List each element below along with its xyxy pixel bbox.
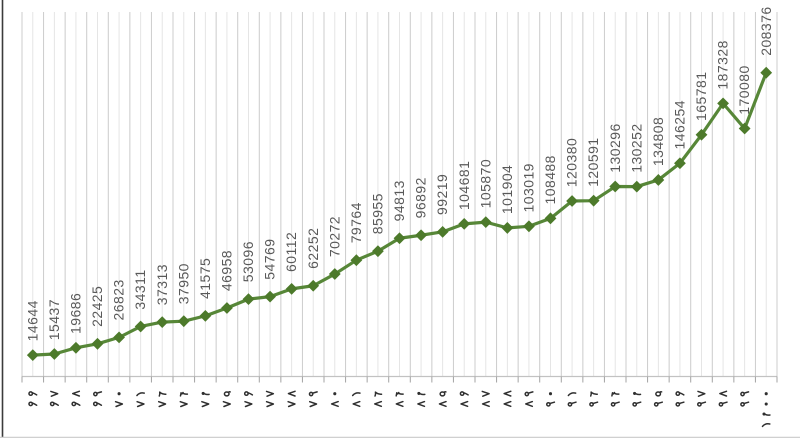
svg-text:99219: 99219	[434, 174, 450, 215]
svg-text:22425: 22425	[89, 286, 105, 327]
svg-text:130296: 130296	[607, 123, 623, 172]
svg-text:19686: 19686	[68, 293, 84, 334]
svg-text:120591: 120591	[585, 137, 601, 186]
svg-text:104681: 104681	[456, 161, 472, 210]
svg-text:120380: 120380	[564, 138, 580, 187]
svg-text:85955: 85955	[370, 193, 386, 234]
svg-text:187328: 187328	[715, 40, 731, 89]
svg-text:37950: 37950	[175, 263, 191, 304]
svg-text:101904: 101904	[499, 165, 515, 214]
svg-text:62252: 62252	[305, 228, 321, 269]
svg-text:130252: 130252	[628, 123, 644, 172]
svg-text:146254: 146254	[672, 100, 688, 149]
svg-text:26823: 26823	[111, 279, 127, 320]
svg-text:46958: 46958	[219, 250, 235, 291]
svg-text:105870: 105870	[477, 159, 493, 208]
svg-text:94813: 94813	[391, 180, 407, 221]
svg-text:165781: 165781	[693, 72, 709, 121]
svg-text:15437: 15437	[46, 299, 62, 340]
svg-text:134808: 134808	[650, 117, 666, 166]
svg-text:60112: 60112	[283, 232, 299, 272]
svg-text:14644: 14644	[24, 300, 40, 341]
svg-text:53096: 53096	[240, 241, 256, 282]
svg-text:37313: 37313	[154, 264, 170, 305]
svg-text:170080: 170080	[736, 65, 752, 114]
svg-text:108488: 108488	[542, 155, 558, 204]
svg-text:54769: 54769	[262, 239, 278, 280]
svg-text:34311: 34311	[132, 269, 148, 309]
svg-text:79764: 79764	[348, 202, 364, 243]
svg-text:103019: 103019	[521, 163, 537, 212]
svg-text:208376: 208376	[758, 6, 774, 55]
svg-text:96892: 96892	[413, 177, 429, 218]
svg-text:41575: 41575	[197, 258, 213, 299]
svg-text:70272: 70272	[326, 216, 342, 257]
